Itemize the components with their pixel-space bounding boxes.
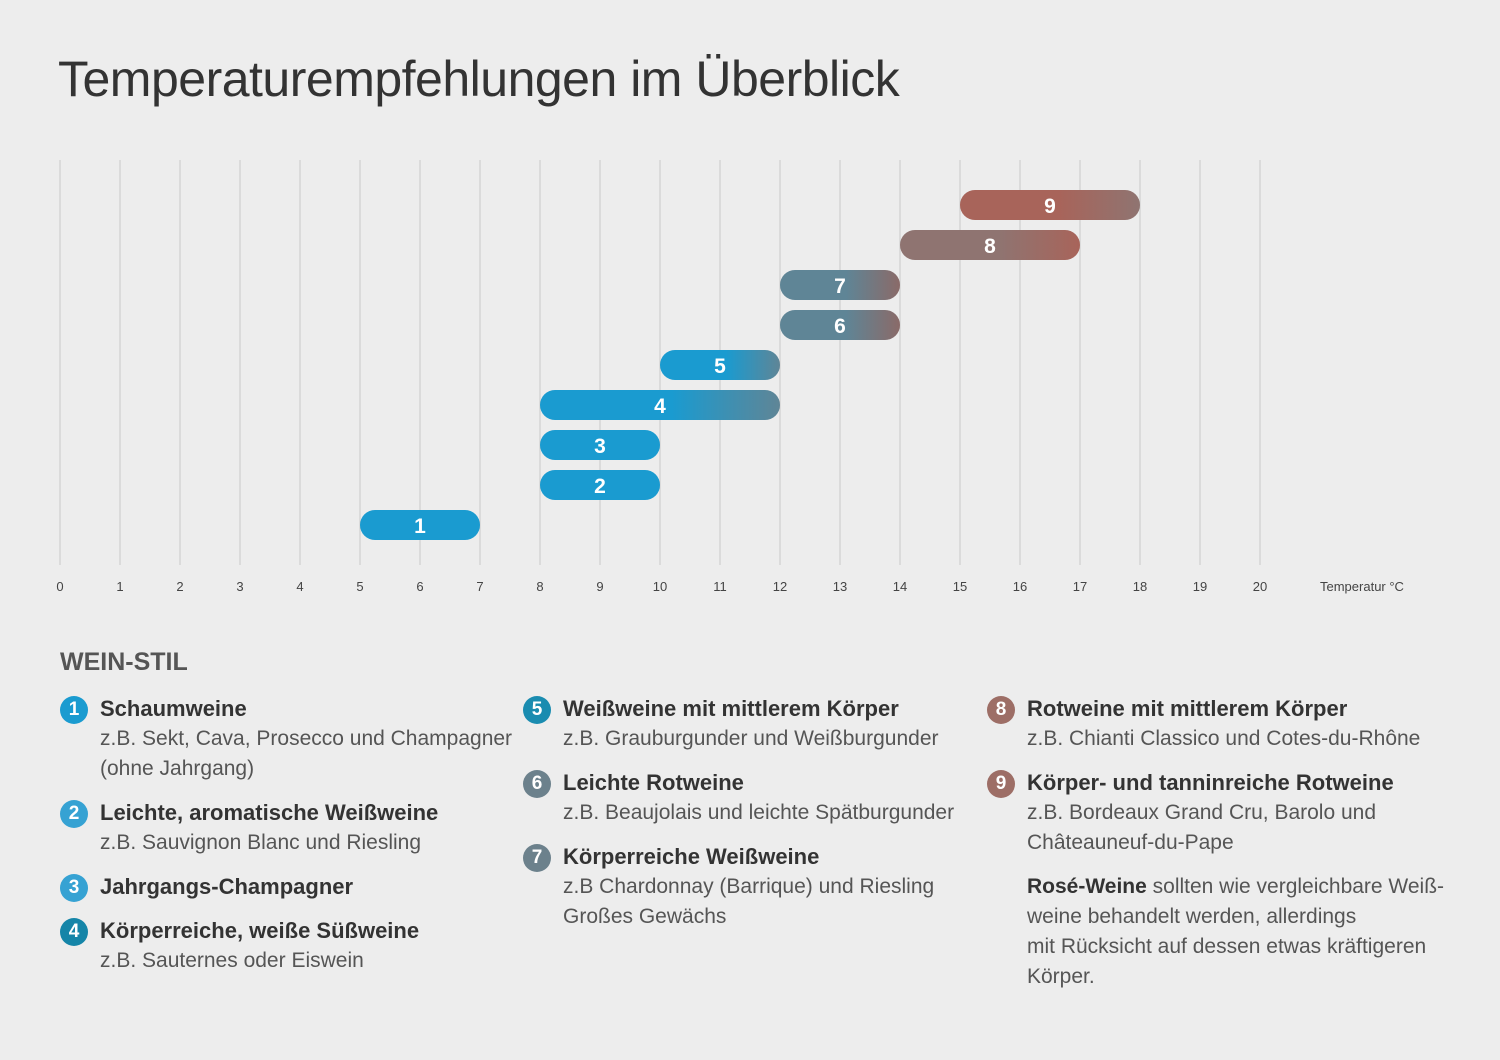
x-axis-label: Temperatur °C: [1320, 579, 1404, 594]
legend-title-3: Jahrgangs-Champagner: [100, 874, 354, 899]
legend-title-9: Körper- und tanninreiche Rotweine: [1027, 770, 1394, 795]
legend-desc-1-2: (ohne Jahrgang): [100, 757, 255, 780]
range-bar-9: [960, 190, 1140, 220]
range-bar-label-1: 1: [414, 515, 426, 538]
x-tick-label-13: 13: [833, 579, 847, 594]
range-bar-label-2: 2: [594, 475, 606, 498]
range-bar-label-8: 8: [984, 235, 996, 258]
grid-lines: [59, 160, 1261, 565]
legend-badge-4: 4: [60, 918, 88, 946]
x-tick-label-10: 10: [653, 579, 667, 594]
x-tick-label-6: 6: [416, 579, 423, 594]
x-tick-label-5: 5: [356, 579, 363, 594]
x-tick-label-12: 12: [773, 579, 787, 594]
legend-desc-7-1: z.B Chardonnay (Barrique) und Riesling: [563, 875, 935, 898]
range-bar-1: [360, 510, 480, 540]
x-tick-label-16: 16: [1013, 579, 1027, 594]
legend-title-2: Leichte, aromatische Weißweine: [100, 800, 439, 825]
x-tick-label-11: 11: [713, 579, 727, 594]
legend-badge-2: 2: [60, 800, 88, 828]
x-tick-label-2: 2: [176, 579, 183, 594]
legend-title-4: Körperreiche, weiße Süßweine: [100, 918, 420, 943]
legend-heading: WEIN-STIL: [60, 648, 188, 676]
legend-desc-8-1: z.B. Chianti Classico und Cotes-du-Rhône: [1027, 727, 1421, 750]
legend-title-7: Körperreiche Weißweine: [563, 844, 820, 869]
x-tick-label-17: 17: [1073, 579, 1087, 594]
x-tick-label-3: 3: [236, 579, 243, 594]
legend-title-1: Schaumweine: [100, 696, 247, 721]
range-bar-6: [780, 310, 900, 340]
legend-desc-9-2: Châteauneuf-du-Pape: [1027, 831, 1234, 854]
legend-badge-6: 6: [523, 770, 551, 798]
legend-desc-2-1: z.B. Sauvignon Blanc und Riesling: [100, 831, 422, 854]
range-bar-label-5: 5: [714, 355, 726, 378]
range-bar-3: [540, 430, 660, 460]
legend-desc-9-1: z.B. Bordeaux Grand Cru, Barolo und: [1027, 801, 1377, 824]
rose-note-line-4: Körper.: [1027, 965, 1095, 988]
x-tick-label-20: 20: [1253, 579, 1267, 594]
range-bar-8: [900, 230, 1080, 260]
legend-desc-6-1: z.B. Beaujolais und leichte Spätburgunde…: [563, 801, 955, 824]
legend-desc-4-1: z.B. Sauternes oder Eiswein: [100, 949, 364, 972]
range-bar-4: [540, 390, 780, 420]
legend-title-5: Weißweine mit mittlerem Körper: [563, 696, 899, 721]
page-title: Temperaturempfehlungen im Überblick: [58, 51, 900, 107]
rose-note: Rosé-Weine sollten wie vergleichbare Wei…: [1027, 872, 1447, 992]
legend-badge-8: 8: [987, 696, 1015, 724]
legend-title-8: Rotweine mit mittlerem Körper: [1027, 696, 1348, 721]
legend-desc-1-1: z.B. Sekt, Cava, Prosecco und Champagner: [100, 727, 513, 750]
x-tick-label-18: 18: [1133, 579, 1147, 594]
x-tick-label-0: 0: [56, 579, 63, 594]
rose-note-line-2: weine behandelt werden, allerdings: [1027, 905, 1357, 928]
x-tick-label-9: 9: [596, 579, 603, 594]
range-bar-label-3: 3: [594, 435, 606, 458]
legend-item-2: 2 Leichte, aromatische Weißweine z.B. Sauv…: [60, 798, 512, 858]
range-bar-5: [660, 350, 780, 380]
legend-desc-7-2: Großes Gewächs: [563, 905, 727, 928]
legend-item-1: 1 Schaumweine z.B. Sekt, Cava, Prosecco un…: [60, 694, 512, 784]
legend-item-6: 6 Leichte Rotweine z.B. Beaujolais und lei…: [523, 768, 954, 828]
legend-column-3: 8 Rotweine mit mittlerem Körper z.B. Chian…: [987, 694, 1447, 992]
legend-badge-9: 9: [987, 770, 1015, 798]
range-bar-label-9: 9: [1044, 195, 1056, 218]
legend-badge-3: 3: [60, 874, 88, 902]
legend-item-8: 8 Rotweine mit mittlerem Körper z.B. Chian…: [987, 694, 1447, 754]
legend-title-6: Leichte Rotweine: [563, 770, 744, 795]
x-tick-label-15: 15: [953, 579, 967, 594]
x-tick-label-14: 14: [893, 579, 907, 594]
legend-badge-7: 7: [523, 844, 551, 872]
legend-item-4: 4 Körperreiche, weiße Süßweine z.B. Sauter…: [60, 916, 512, 976]
legend-item-9: 9 Körper- und tanninreiche Rotweine z.B. B…: [987, 768, 1447, 858]
range-bar-2: [540, 470, 660, 500]
legend-column-1: 1 Schaumweine z.B. Sekt, Cava, Prosecco un…: [60, 694, 512, 990]
rose-note-line-1: sollten wie vergleichbare Weiß-: [1146, 875, 1445, 898]
range-bars: 1 2 3 4 5 6 7 8 9: [360, 190, 1140, 540]
x-tick-label-1: 1: [116, 579, 123, 594]
legend-item-3: 3 Jahrgangs-Champagner: [60, 872, 512, 902]
x-tick-label-8: 8: [536, 579, 543, 594]
legend-column-2: 5 Weißweine mit mittlerem Körper z.B. Grau…: [523, 694, 954, 946]
x-axis-ticks: 0 1 2 3 4 5 6 7 8 9 10 11 12 13 14 15 16 17 18 19 20: [56, 579, 1267, 594]
x-tick-label-19: 19: [1193, 579, 1207, 594]
x-tick-label-4: 4: [296, 579, 303, 594]
range-bar-label-4: 4: [654, 395, 666, 418]
range-bar-label-7: 7: [834, 275, 846, 298]
range-bar-label-6: 6: [834, 315, 846, 338]
rose-note-line-3: mit Rücksicht auf dessen etwas kräftiger…: [1027, 935, 1427, 958]
rose-note-bold: Rosé-Weine: [1027, 875, 1147, 898]
legend-desc-5-1: z.B. Grauburgunder und Weißburgunder: [563, 727, 939, 750]
legend-item-7: 7 Körperreiche Weißweine z.B Chardonnay (B…: [523, 842, 954, 932]
legend-badge-1: 1: [60, 696, 88, 724]
range-bar-7: [780, 270, 900, 300]
legend-badge-5: 5: [523, 696, 551, 724]
x-tick-label-7: 7: [476, 579, 483, 594]
legend-item-5: 5 Weißweine mit mittlerem Körper z.B. Grau…: [523, 694, 954, 754]
